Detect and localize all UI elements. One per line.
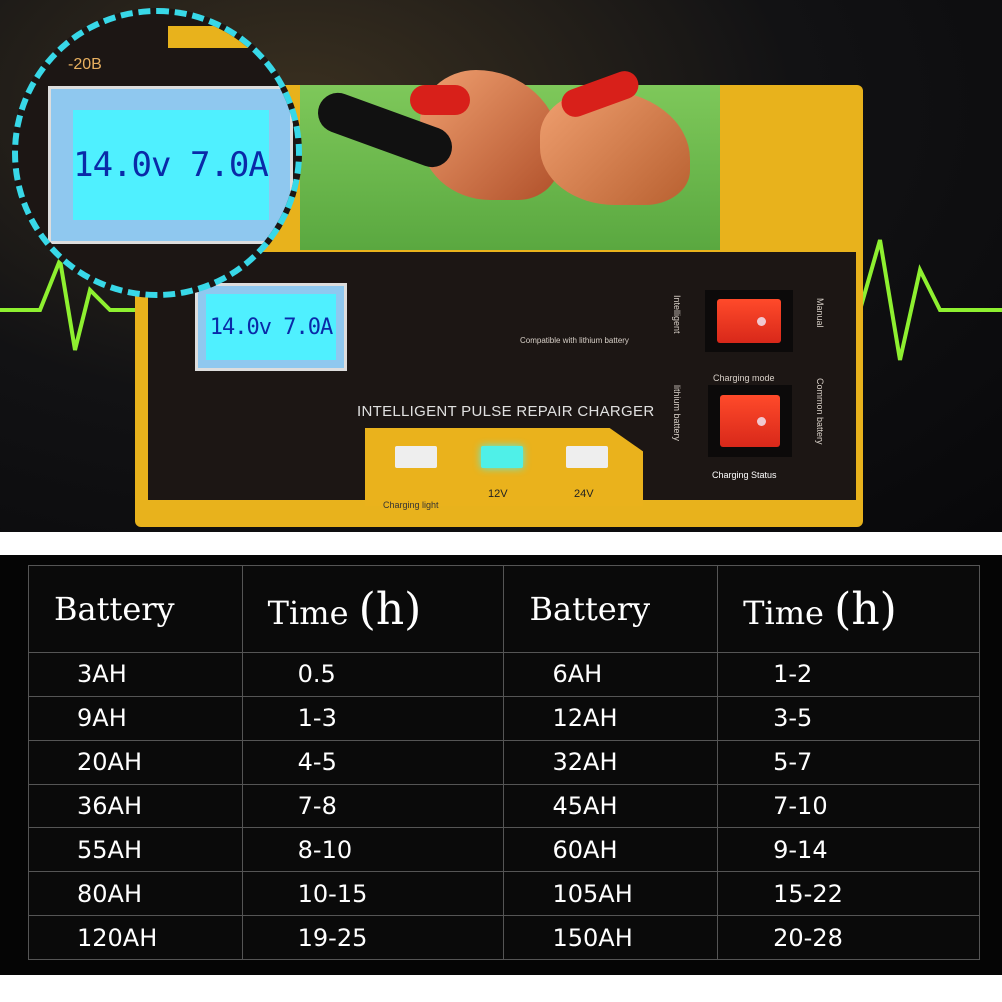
battery-cell: 60AH [503,827,719,873]
battery-cell: 36AH [28,783,243,829]
charging-light [395,446,437,468]
time-cell: 20-28 [717,915,980,960]
magnified-lcd-callout: -20B 14.0v 7.0A [12,8,302,298]
24v-light [566,446,608,468]
clamp-handle-red [410,85,470,115]
heartbeat-line-icon [0,239,1002,361]
battery-cell: 3AH [28,652,243,697]
table-row: 20AH 4-5 32AH 5-7 [28,739,980,785]
magnified-body-edge [168,26,278,48]
table-row: 120AH 19-25 150AH 20-28 [28,915,980,960]
time-cell: 3-5 [717,695,980,741]
magnified-lcd: 14.0v 7.0A [48,86,293,244]
lcd-reading: 14.0v 7.0A [206,294,336,360]
charging-time-table: Battery Time (h) Battery Time (h) 3AH 0.5… [28,565,980,960]
battery-cell: 6AH [503,652,719,697]
battery-cell: 150AH [503,915,719,960]
charging-light-label: Charging light [383,500,439,510]
12v-label: 12V [488,488,508,500]
model-label: -20B [68,56,102,73]
time-cell: 19-25 [241,915,505,960]
battery-cell: 12AH [503,695,719,741]
header-battery: Battery [28,565,243,653]
table-header-row: Battery Time (h) Battery Time (h) [28,565,980,653]
battery-cell: 20AH [28,739,243,785]
manual-label: Manual [815,298,825,328]
time-cell: 15-22 [717,871,980,917]
battery-type-switch[interactable] [708,385,792,457]
24v-label: 24V [574,488,594,500]
lithium-label: lithium battery [672,385,682,442]
12v-light [481,446,523,468]
header-time: Time (h) [241,565,505,653]
compat-note: Compatible with lithium battery [520,336,629,345]
table-row: 80AH 10-15 105AH 15-22 [28,871,980,917]
table-row: 36AH 7-8 45AH 7-10 [28,783,980,829]
battery-cell: 55AH [28,827,243,873]
time-cell: 4-5 [241,739,505,785]
mode-switch[interactable] [705,290,793,352]
battery-cell: 120AH [28,915,243,960]
time-cell: 8-10 [241,827,505,873]
header-battery-2: Battery [503,565,719,653]
battery-cell: 105AH [503,871,719,917]
battery-cell: 80AH [28,871,243,917]
table-row: 3AH 0.5 6AH 1-2 [28,652,980,697]
battery-cell: 32AH [503,739,719,785]
battery-cell: 45AH [503,783,719,829]
header-time-2: Time (h) [717,565,980,653]
table-row: 9AH 1-3 12AH 3-5 [28,695,980,741]
time-cell: 5-7 [717,739,980,785]
magnified-lcd-reading: 14.0v 7.0A [72,110,269,220]
table-row: 55AH 8-10 60AH 9-14 [28,827,980,873]
intelligent-label: Intelligent [672,295,682,334]
time-cell: 10-15 [241,871,505,917]
time-cell: 0.5 [241,652,505,697]
charging-mode-label: Charging mode [713,373,775,383]
time-cell: 7-10 [717,783,980,829]
time-cell: 7-8 [241,783,505,829]
time-cell: 1-3 [241,695,505,741]
battery-cell: 9AH [28,695,243,741]
product-photo: 14.0v 7.0A Compatible with lithium batte… [0,0,1002,532]
charging-status-label: Charging Status [712,470,777,480]
time-cell: 1-2 [717,652,980,697]
lcd-display: 14.0v 7.0A [195,283,347,371]
time-cell: 9-14 [717,827,980,873]
charger-title: INTELLIGENT PULSE REPAIR CHARGER [357,403,655,420]
common-label: Common battery [815,378,825,445]
